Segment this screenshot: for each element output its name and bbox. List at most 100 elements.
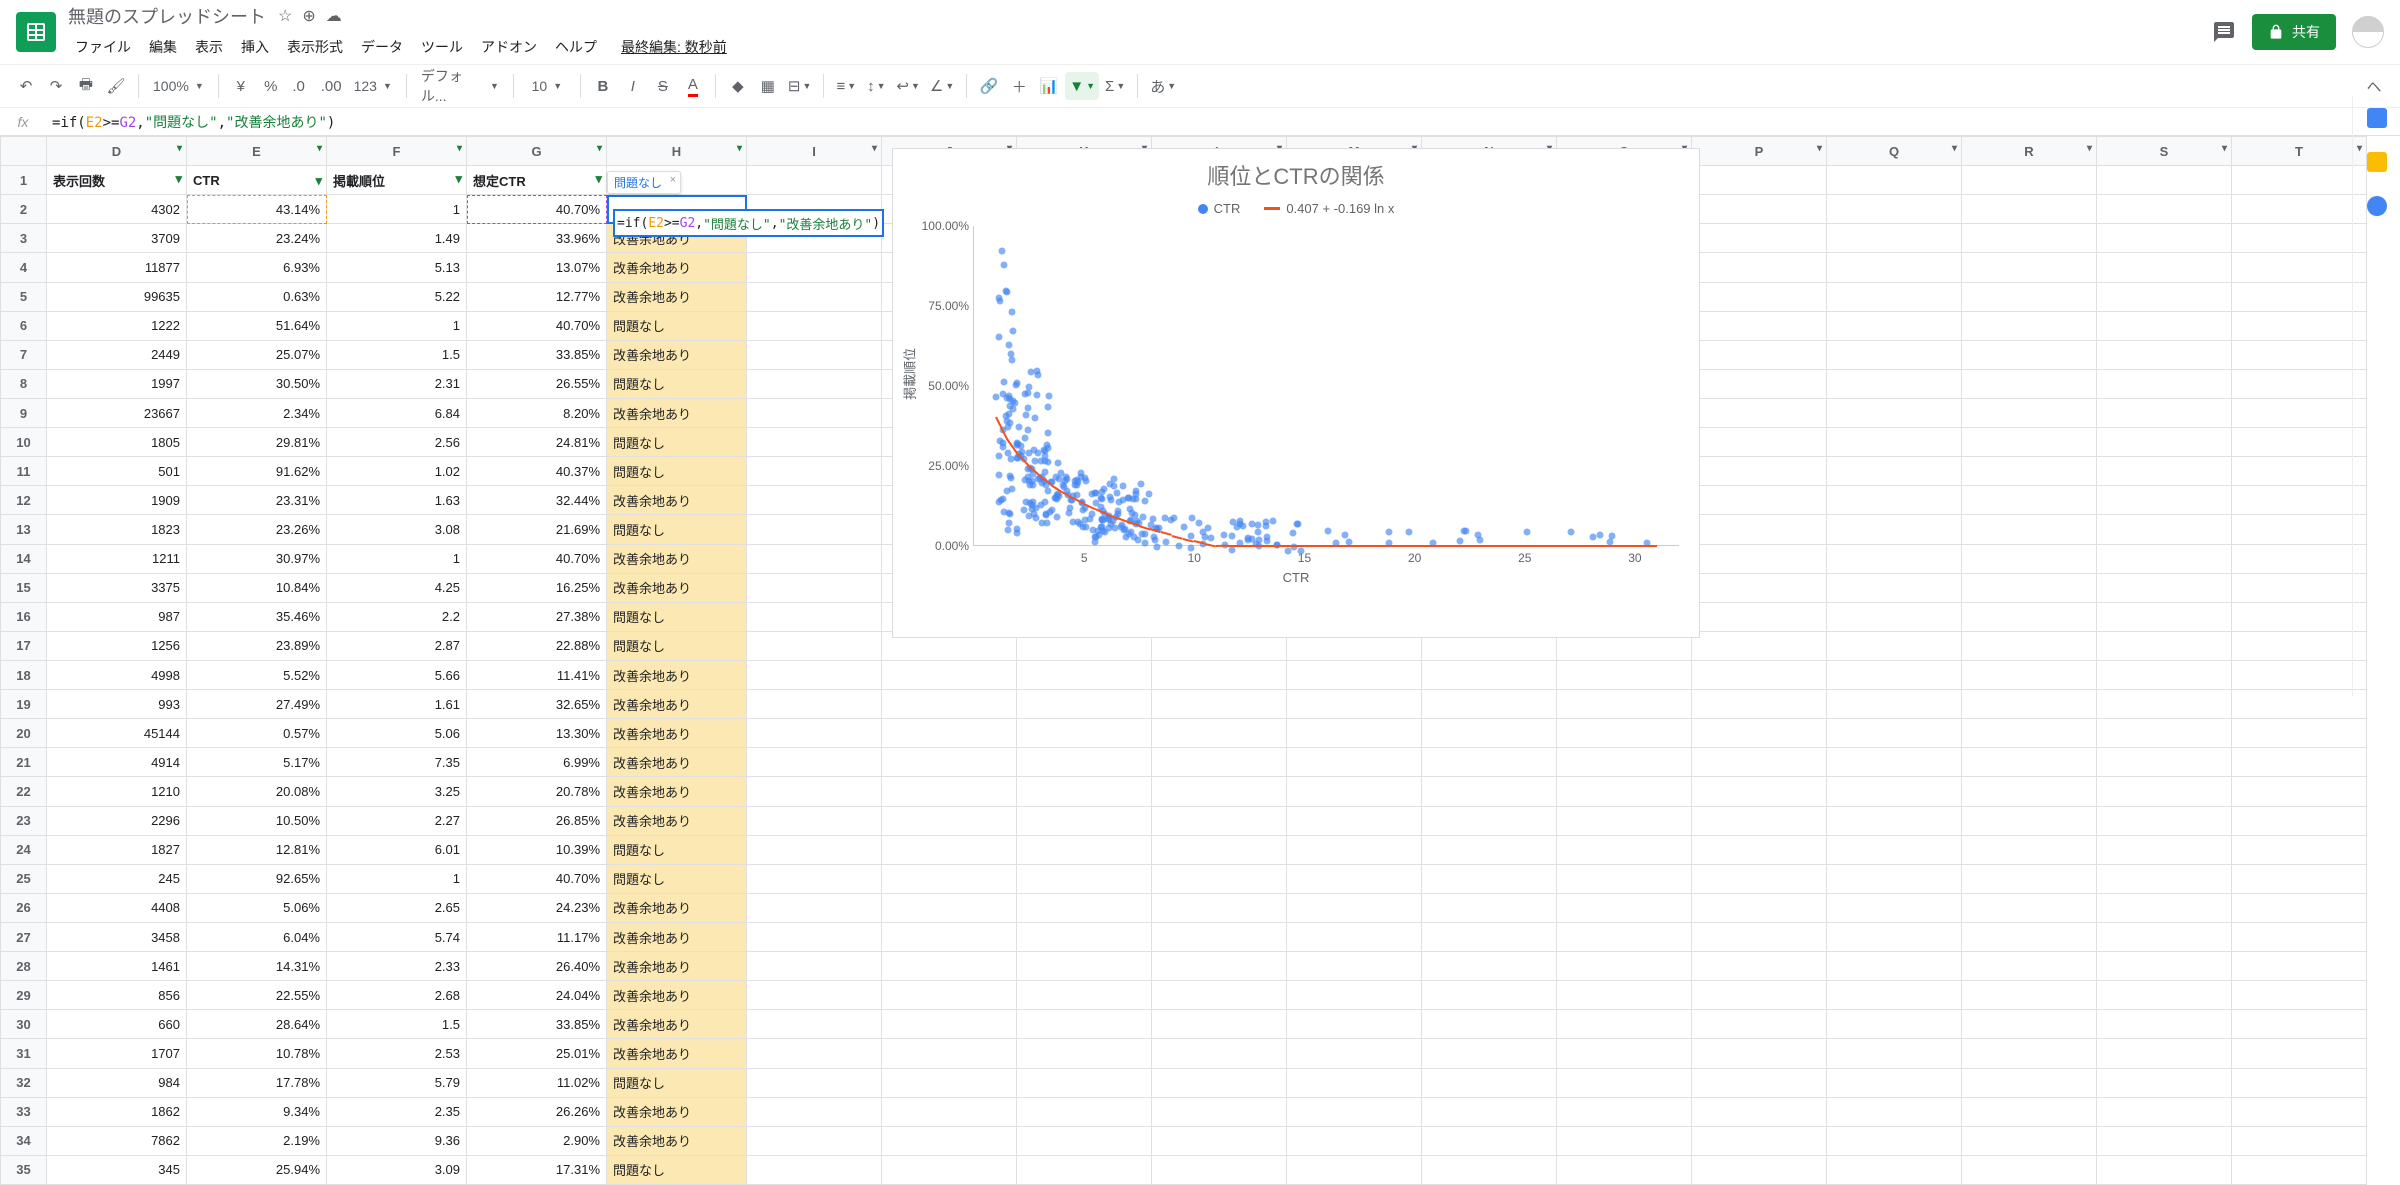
cell-h[interactable]: 改善余地あり <box>607 1126 747 1155</box>
cell[interactable]: 12.81% <box>187 835 327 864</box>
decrease-decimal-button[interactable]: .0 <box>287 72 315 100</box>
cell[interactable]: 13.07% <box>467 253 607 282</box>
cell-h[interactable]: 問題なし <box>607 515 747 544</box>
cell[interactable]: 92.65% <box>187 864 327 893</box>
cell[interactable]: 245 <box>47 864 187 893</box>
cell-h[interactable]: 改善余地あり <box>607 340 747 369</box>
cell[interactable]: 33.85% <box>467 1010 607 1039</box>
cell[interactable]: 1827 <box>47 835 187 864</box>
increase-decimal-button[interactable]: .00 <box>317 72 346 100</box>
row-head[interactable]: 14 <box>1 544 47 573</box>
cell-h[interactable]: 改善余地あり <box>607 806 747 835</box>
font-size-select[interactable]: 10▼ <box>522 78 572 94</box>
cell[interactable]: 2.2 <box>327 602 467 631</box>
cell[interactable]: 1 <box>327 544 467 573</box>
comments-icon[interactable] <box>2212 20 2236 44</box>
header-cell[interactable]: 掲載順位▾ <box>327 166 467 195</box>
cell-h[interactable]: 問題なし×=if(E2>=G2,"問題なし","改善余地あり") <box>607 195 747 224</box>
cell[interactable]: 1461 <box>47 952 187 981</box>
cell[interactable]: 14.31% <box>187 952 327 981</box>
row-head[interactable]: 35 <box>1 1155 47 1184</box>
cell[interactable]: 6.99% <box>467 748 607 777</box>
cell[interactable]: 1.02 <box>327 457 467 486</box>
row-head[interactable]: 6 <box>1 311 47 340</box>
cell[interactable]: 24.23% <box>467 893 607 922</box>
menu-アドオン[interactable]: アドオン <box>474 33 544 61</box>
cell[interactable]: 40.70% <box>467 864 607 893</box>
filter-icon[interactable]: ▾ <box>457 143 462 154</box>
cell[interactable]: 1 <box>327 311 467 340</box>
cell[interactable]: 29.81% <box>187 428 327 457</box>
cell[interactable]: 1256 <box>47 631 187 660</box>
chart-button[interactable]: 📊 <box>1035 72 1063 100</box>
cell[interactable]: 2.34% <box>187 398 327 427</box>
chart[interactable]: 順位とCTRの関係 CTR 0.407 + -0.169 ln x 掲載順位 0… <box>892 148 1700 638</box>
cell[interactable]: 1 <box>327 864 467 893</box>
cell[interactable]: 1 <box>327 195 467 224</box>
link-button[interactable]: 🔗 <box>975 72 1003 100</box>
cell[interactable]: 1909 <box>47 486 187 515</box>
row-head[interactable]: 13 <box>1 515 47 544</box>
row-head[interactable]: 29 <box>1 981 47 1010</box>
cell-h[interactable]: 改善余地あり <box>607 981 747 1010</box>
cell[interactable]: 4408 <box>47 893 187 922</box>
header-cell[interactable]: 想定CTR▾ <box>467 166 607 195</box>
cell[interactable]: 6.04% <box>187 922 327 951</box>
cell[interactable]: 43.14% <box>187 195 327 224</box>
cell[interactable]: 5.66 <box>327 660 467 689</box>
row-head[interactable]: 4 <box>1 253 47 282</box>
menu-挿入[interactable]: 挿入 <box>234 33 276 61</box>
row-head[interactable]: 5 <box>1 282 47 311</box>
cell[interactable]: 32.65% <box>467 690 607 719</box>
cell-h[interactable]: 改善余地あり <box>607 952 747 981</box>
row-head[interactable]: 3 <box>1 224 47 253</box>
wrap-button[interactable]: ↩▼ <box>892 72 924 100</box>
row-head[interactable]: 23 <box>1 806 47 835</box>
cell[interactable]: 11877 <box>47 253 187 282</box>
row-head[interactable]: 17 <box>1 631 47 660</box>
menu-ヘルプ[interactable]: ヘルプ <box>548 33 604 61</box>
cell-h[interactable]: 問題なし <box>607 428 747 457</box>
cell[interactable]: 7.35 <box>327 748 467 777</box>
cell[interactable]: 25.07% <box>187 340 327 369</box>
menu-表示形式[interactable]: 表示形式 <box>280 33 350 61</box>
strike-button[interactable]: S <box>649 72 677 100</box>
row-head[interactable]: 8 <box>1 369 47 398</box>
cell[interactable]: 23.26% <box>187 515 327 544</box>
cell[interactable]: 5.22 <box>327 282 467 311</box>
close-icon[interactable]: × <box>670 174 676 186</box>
row-head[interactable]: 15 <box>1 573 47 602</box>
cell[interactable]: 5.06% <box>187 893 327 922</box>
col-head-I[interactable]: I▾ <box>747 137 882 166</box>
cell[interactable]: 1823 <box>47 515 187 544</box>
formula-input[interactable]: =if(E2>=G2,"問題なし","改善余地あり") <box>46 112 2400 132</box>
percent-button[interactable]: % <box>257 72 285 100</box>
cell[interactable]: 40.70% <box>467 544 607 573</box>
cell[interactable]: 23.31% <box>187 486 327 515</box>
cell[interactable]: 660 <box>47 1010 187 1039</box>
cell[interactable]: 2.53 <box>327 1039 467 1068</box>
cell-h[interactable]: 問題なし <box>607 602 747 631</box>
row-head[interactable]: 10 <box>1 428 47 457</box>
cell[interactable]: 10.39% <box>467 835 607 864</box>
star-icon[interactable]: ☆ <box>278 6 292 26</box>
menu-編集[interactable]: 編集 <box>142 33 184 61</box>
last-edit[interactable]: 最終編集: 数秒前 <box>614 33 734 61</box>
cell[interactable]: 23.89% <box>187 631 327 660</box>
cell[interactable]: 10.84% <box>187 573 327 602</box>
row-head[interactable]: 24 <box>1 835 47 864</box>
cell[interactable]: 984 <box>47 1068 187 1097</box>
cell[interactable]: 11.17% <box>467 922 607 951</box>
cell[interactable]: 987 <box>47 602 187 631</box>
row-head[interactable]: 31 <box>1 1039 47 1068</box>
calendar-icon[interactable] <box>2367 108 2387 128</box>
cell[interactable]: 30.50% <box>187 369 327 398</box>
cell[interactable]: 26.26% <box>467 1097 607 1126</box>
filter-icon[interactable]: ▾ <box>597 143 602 154</box>
cell-h[interactable]: 改善余地あり <box>607 777 747 806</box>
cell[interactable]: 3.09 <box>327 1155 467 1184</box>
row-head[interactable]: 2 <box>1 195 47 224</box>
cell-h[interactable]: 問題なし <box>607 864 747 893</box>
cell-h[interactable]: 問題なし <box>607 369 747 398</box>
cell-h[interactable]: 問題なし <box>607 1155 747 1184</box>
